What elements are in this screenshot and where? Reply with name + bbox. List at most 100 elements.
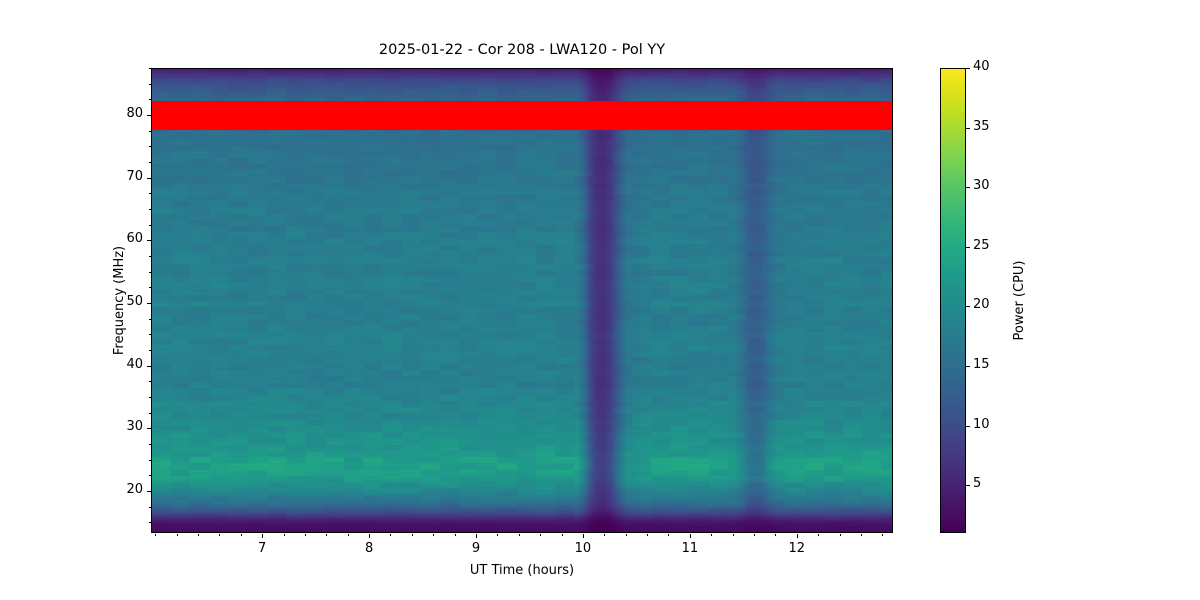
x-axis-minor-tick: [347, 534, 349, 536]
colorbar-label: Power (CPU): [1012, 260, 1027, 341]
x-axis-minor-tick: [240, 534, 242, 536]
colorbar-tick: [966, 68, 970, 69]
y-axis-minor-tick: [149, 350, 151, 351]
y-axis-minor-tick: [149, 83, 151, 85]
colorbar-tick: [966, 425, 970, 427]
y-axis-minor-tick: [149, 459, 151, 461]
y-axis-minor-tick: [149, 224, 151, 226]
y-axis-tick: [147, 177, 151, 179]
x-axis-minor-tick: [540, 534, 542, 536]
colorbar-tick-label: 5: [973, 476, 982, 492]
colorbar-tick-label: 10: [973, 416, 990, 432]
x-axis-minor-tick: [176, 534, 178, 536]
x-axis-minor-tick: [604, 534, 606, 536]
y-axis-minor-tick: [149, 506, 151, 508]
colorbar-tick-label: 35: [973, 118, 990, 134]
y-axis-tick: [147, 240, 151, 242]
colorbar-tick: [966, 127, 970, 129]
colorbar-tick-label: 40: [973, 59, 990, 74]
colorbar-tick-label: 30: [973, 178, 990, 194]
colorbar-tick: [966, 485, 970, 487]
x-axis-tick: [582, 534, 584, 538]
x-axis-minor-tick: [518, 534, 520, 536]
x-axis-minor-tick: [326, 534, 328, 536]
x-axis-tick-label: 8: [364, 541, 374, 556]
y-axis-tick-label: 20: [126, 482, 143, 497]
x-axis-minor-tick: [561, 534, 563, 536]
x-axis-minor-tick: [625, 534, 627, 536]
x-axis-minor-tick: [155, 534, 157, 536]
page-title: 2025-01-22 - Cor 208 - LWA120 - Pol YY: [378, 42, 666, 58]
x-axis-minor-tick: [497, 534, 499, 536]
y-axis-tick-label: 30: [126, 419, 143, 435]
x-axis-tick-label: 9: [471, 541, 481, 556]
x-axis-minor-tick: [647, 534, 649, 536]
y-axis-minor-tick: [149, 193, 151, 195]
x-axis-minor-tick: [433, 534, 435, 536]
y-axis-minor-tick: [149, 381, 151, 383]
colorbar: [940, 68, 966, 533]
x-axis-tick-label: 7: [258, 541, 267, 556]
x-axis-minor-tick: [390, 534, 392, 536]
x-axis-minor-tick: [219, 534, 221, 536]
colorbar-tick: [966, 306, 970, 308]
x-axis-minor-tick: [198, 534, 200, 536]
x-axis-minor-tick: [839, 534, 841, 536]
x-axis-minor-tick: [283, 534, 285, 536]
colorbar-tick: [966, 187, 970, 189]
x-axis-minor-tick: [860, 534, 862, 536]
y-axis-minor-tick: [149, 522, 151, 524]
x-axis-minor-tick: [818, 534, 820, 536]
y-axis-minor-tick: [149, 475, 151, 477]
flagged-frequency-band: [152, 100, 892, 131]
y-axis-minor-tick: [149, 318, 151, 320]
y-axis-minor-tick: [149, 412, 151, 414]
colorbar-gradient: [941, 69, 965, 532]
y-axis-minor-tick: [149, 99, 151, 101]
x-axis-tick: [369, 534, 371, 538]
x-axis-minor-tick: [711, 534, 713, 536]
x-axis-minor-tick: [882, 534, 884, 536]
y-axis-label: Frequency (MHz): [112, 245, 127, 356]
y-axis-tick: [147, 428, 151, 430]
y-axis-tick-label: 70: [126, 168, 143, 184]
y-axis-tick-label: 60: [126, 231, 143, 247]
x-axis-tick-label: 12: [788, 541, 806, 556]
colorbar-tick-label: 25: [973, 237, 990, 253]
colorbar-tick-label: 15: [973, 357, 990, 373]
y-axis-minor-tick: [149, 256, 151, 257]
x-axis-tick: [796, 534, 798, 538]
y-axis-tick: [147, 365, 151, 367]
x-axis-label: UT Time (hours): [469, 563, 575, 578]
y-axis-tick: [147, 115, 151, 116]
y-axis-minor-tick: [149, 68, 151, 69]
spectrogram-plot-area: [151, 68, 893, 533]
y-axis-minor-tick: [149, 334, 151, 336]
y-axis-tick: [147, 303, 151, 304]
x-axis-tick: [689, 534, 691, 538]
y-axis-minor-tick: [149, 287, 151, 289]
spectrogram-image: [152, 69, 892, 532]
y-axis-minor-tick: [149, 162, 151, 163]
x-axis-minor-tick: [754, 534, 755, 536]
y-axis-tick-label: 80: [126, 106, 143, 121]
y-axis-minor-tick: [149, 444, 151, 445]
x-axis-tick-label: 10: [574, 541, 592, 556]
colorbar-tick: [966, 366, 970, 368]
y-axis-minor-tick: [149, 146, 151, 148]
y-axis-tick-label: 50: [126, 294, 143, 309]
y-axis-tick-label: 40: [126, 356, 143, 372]
y-axis-minor-tick: [149, 397, 151, 398]
colorbar-tick: [966, 246, 970, 248]
x-axis-minor-tick: [668, 534, 670, 536]
x-axis-minor-tick: [411, 534, 413, 536]
y-axis-tick: [147, 491, 151, 492]
x-axis-minor-tick: [775, 534, 777, 536]
x-axis-minor-tick: [304, 534, 306, 536]
y-axis-minor-tick: [149, 209, 151, 210]
y-axis-minor-tick: [149, 130, 151, 132]
x-axis-minor-tick: [732, 534, 734, 536]
x-axis-tick-label: 11: [681, 541, 699, 556]
x-axis-tick: [262, 534, 264, 538]
